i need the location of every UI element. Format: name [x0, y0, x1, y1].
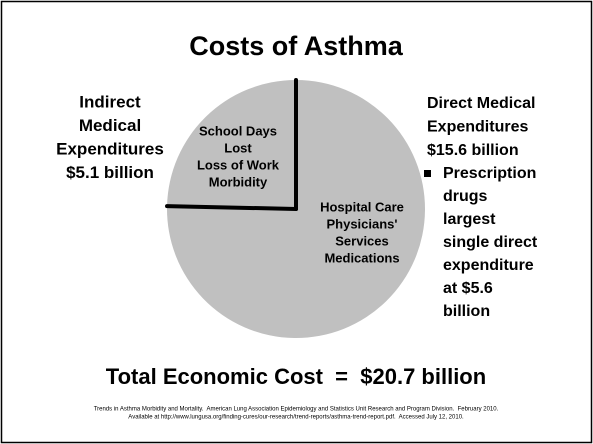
- slice-divider: [165, 204, 298, 211]
- bullet-text: single direct: [443, 234, 538, 251]
- value-label: $15.6 billion: [427, 142, 519, 159]
- bullet-text: Prescription: [443, 165, 536, 182]
- source: Available at http://www.lungusa.org/find…: [128, 415, 464, 421]
- slice-text: Lost: [224, 140, 252, 155]
- bullet-text: at $5.6: [443, 280, 493, 297]
- pie-slice: [167, 80, 296, 209]
- bullet-text: billion: [443, 303, 490, 320]
- slice-text: Hospital Care: [320, 199, 404, 214]
- bullet-text: expenditure: [443, 257, 534, 274]
- category-label: Medical: [79, 116, 141, 135]
- chart-title: Costs of Asthma: [189, 31, 404, 61]
- category-label: Direct Medical: [427, 95, 535, 112]
- category-label: Expenditures: [56, 139, 164, 158]
- category-label: Indirect: [79, 92, 141, 111]
- total: Total Economic Cost = $20.7 billion: [106, 364, 486, 389]
- slice-text: Medications: [324, 250, 399, 265]
- source: Trends in Asthma Morbidity and Mortality…: [94, 407, 499, 413]
- slice-text: School Days: [199, 123, 277, 138]
- bullet-text: drugs: [443, 188, 488, 205]
- bullet-marker: [424, 170, 431, 177]
- category-label: Expenditures: [427, 119, 528, 136]
- slice-text: Loss of Work: [197, 157, 280, 172]
- slice-text: Morbidity: [209, 174, 268, 189]
- bullet-text: largest: [443, 211, 496, 228]
- slice-text: Physicians': [326, 216, 397, 231]
- value-label: $5.1 billion: [66, 163, 154, 182]
- slice-text: Services: [335, 233, 389, 248]
